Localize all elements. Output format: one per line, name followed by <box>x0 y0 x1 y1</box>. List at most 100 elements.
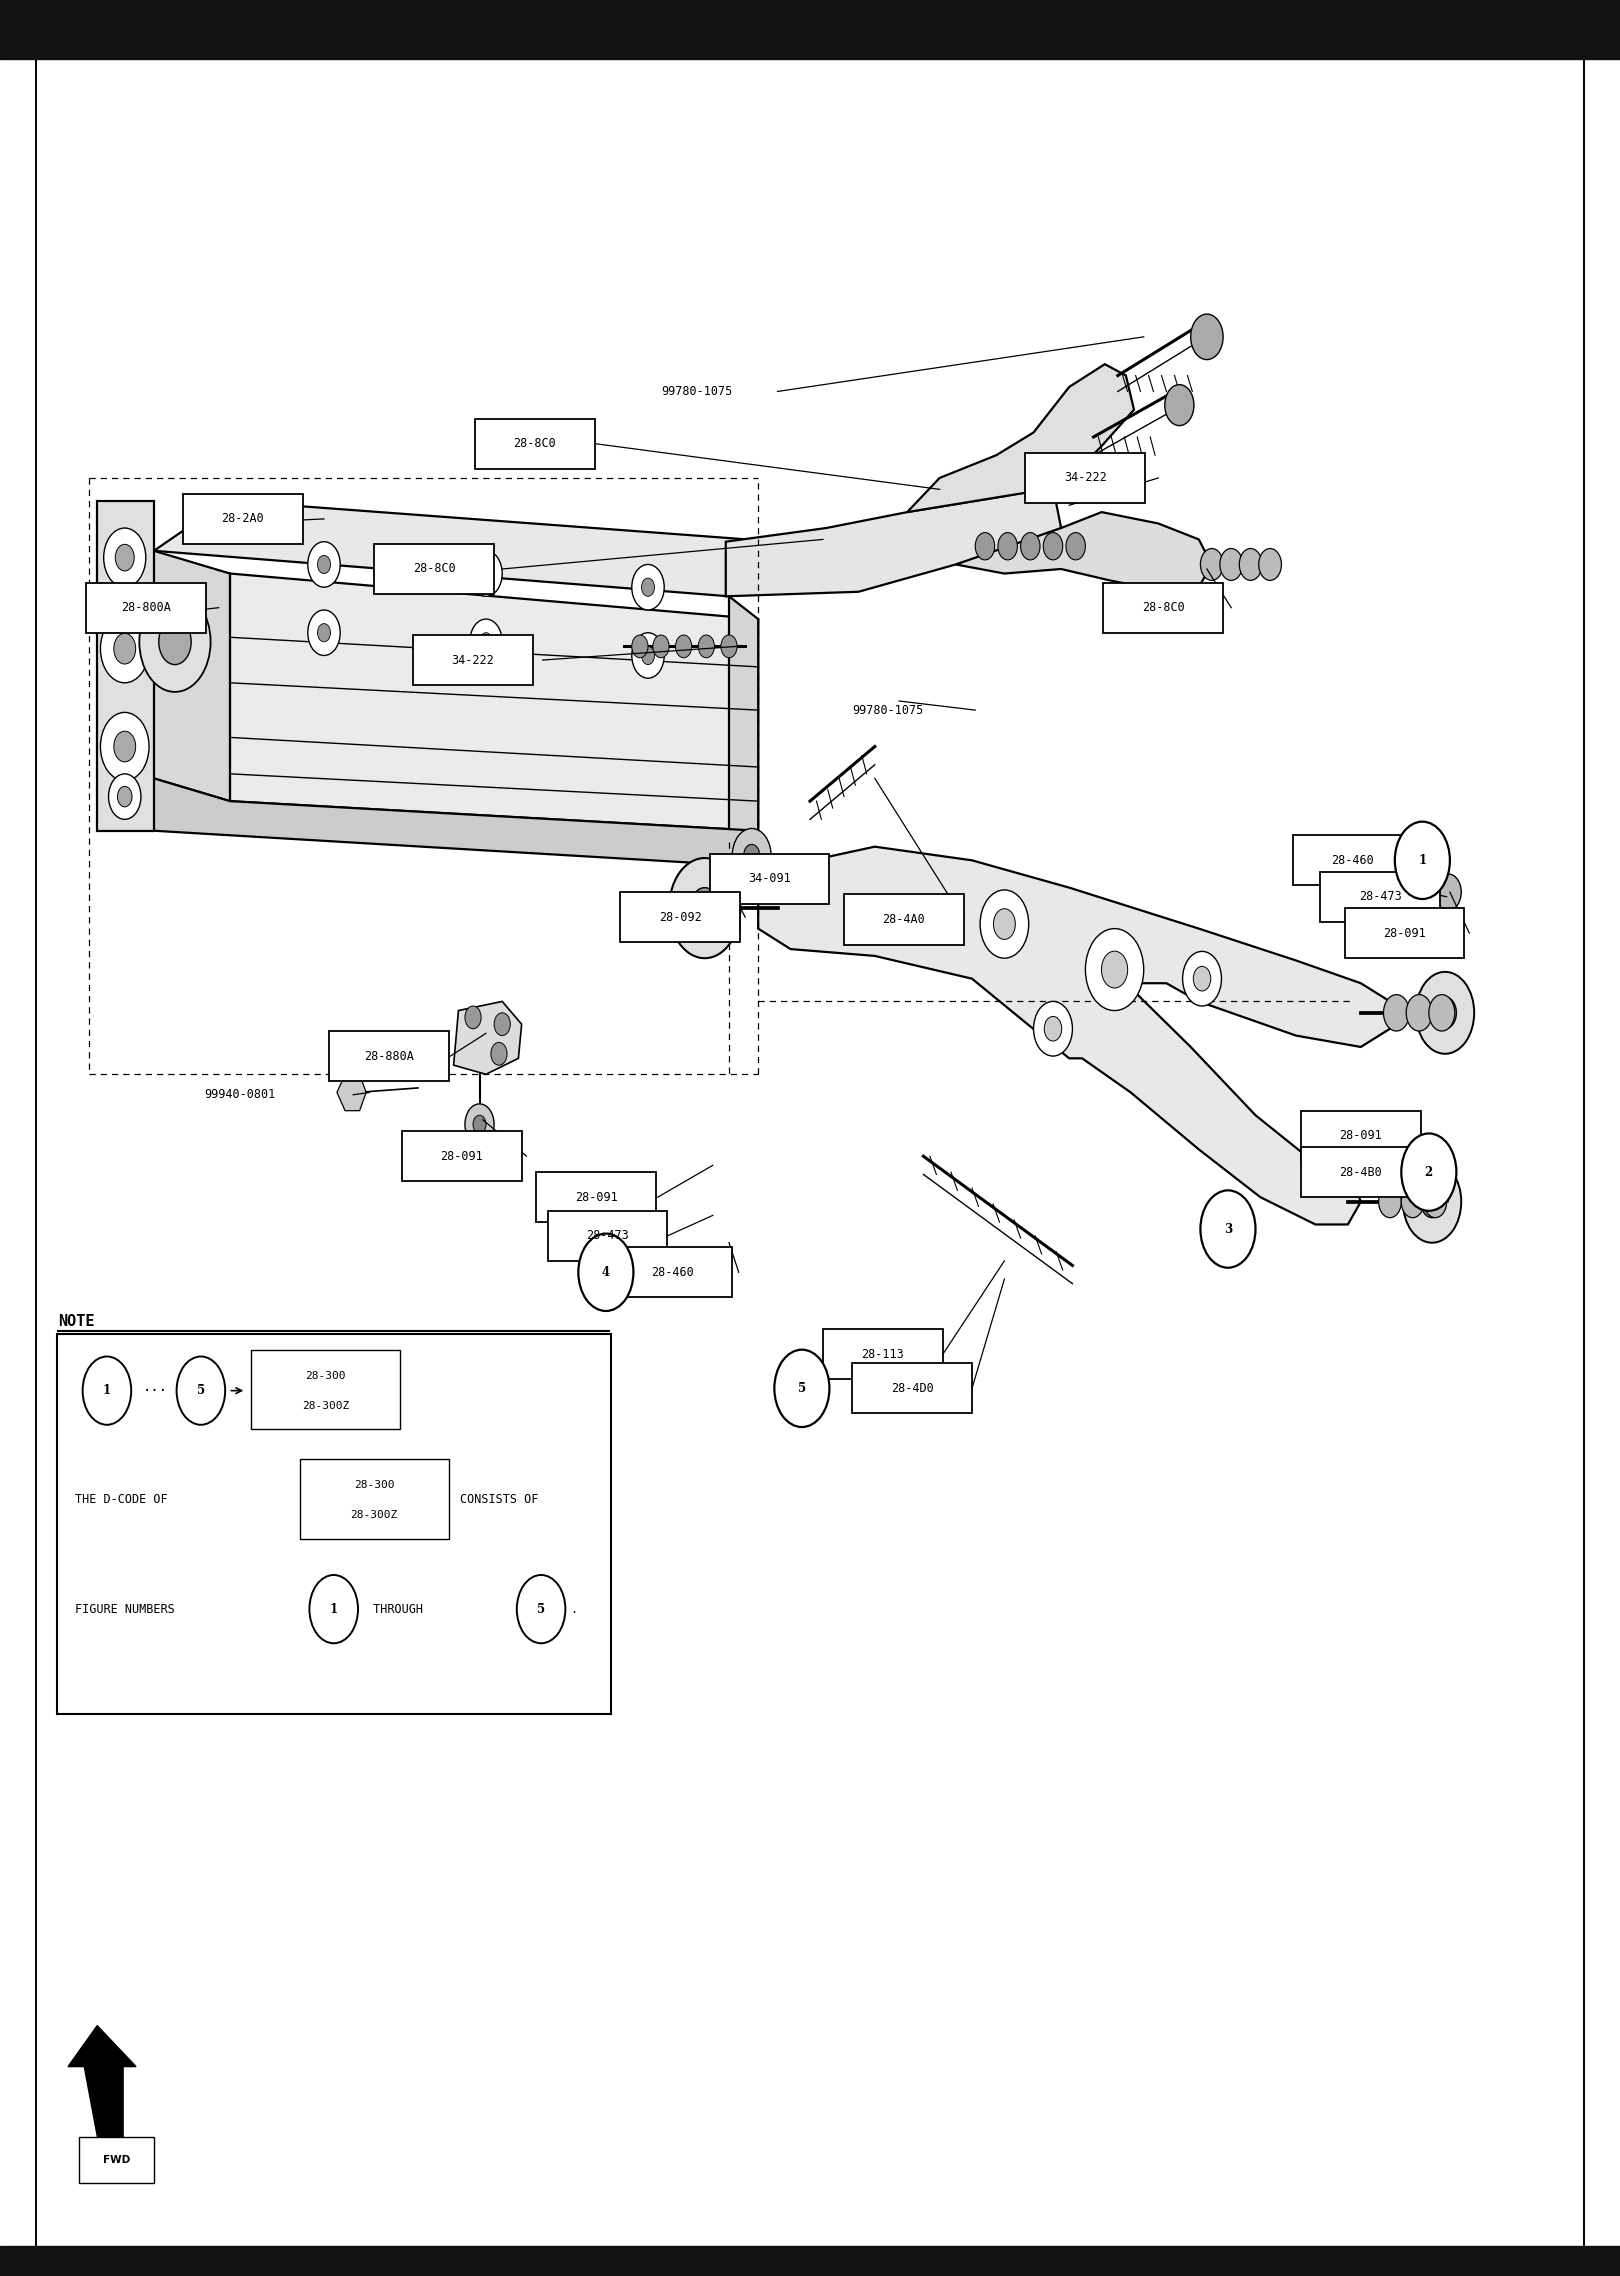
Circle shape <box>470 551 502 596</box>
Circle shape <box>104 528 146 587</box>
Text: 5: 5 <box>797 1382 807 1395</box>
Circle shape <box>642 646 654 665</box>
FancyBboxPatch shape <box>86 583 206 633</box>
Text: .: . <box>570 1602 577 1616</box>
Text: 28-4A0: 28-4A0 <box>883 913 925 926</box>
FancyBboxPatch shape <box>536 1172 656 1222</box>
FancyBboxPatch shape <box>183 494 303 544</box>
Circle shape <box>1259 549 1281 580</box>
Text: 28-8C0: 28-8C0 <box>413 562 455 576</box>
Text: THROUGH: THROUGH <box>366 1602 423 1616</box>
Circle shape <box>1435 874 1461 910</box>
Circle shape <box>480 633 492 651</box>
Polygon shape <box>454 1001 522 1074</box>
Circle shape <box>632 564 664 610</box>
FancyBboxPatch shape <box>79 2137 154 2183</box>
Circle shape <box>975 533 995 560</box>
Circle shape <box>1424 1186 1447 1218</box>
Text: 99780-1075: 99780-1075 <box>852 703 923 717</box>
Circle shape <box>1429 995 1455 1031</box>
Circle shape <box>718 910 740 942</box>
Circle shape <box>308 542 340 587</box>
Text: 28-091: 28-091 <box>575 1190 617 1204</box>
Circle shape <box>1403 1161 1461 1243</box>
Text: 28-300: 28-300 <box>305 1370 347 1382</box>
Circle shape <box>113 731 136 762</box>
FancyBboxPatch shape <box>1345 908 1464 958</box>
Text: 1: 1 <box>102 1384 112 1397</box>
Circle shape <box>1165 385 1194 426</box>
FancyBboxPatch shape <box>612 1247 732 1297</box>
Polygon shape <box>337 1074 366 1111</box>
Text: 34-222: 34-222 <box>452 653 494 667</box>
FancyBboxPatch shape <box>251 1350 400 1429</box>
Text: 28-8C0: 28-8C0 <box>514 437 556 451</box>
FancyBboxPatch shape <box>1301 1147 1421 1197</box>
Circle shape <box>732 828 771 883</box>
Polygon shape <box>758 847 1390 1224</box>
Circle shape <box>1194 967 1210 990</box>
Circle shape <box>669 858 740 958</box>
FancyBboxPatch shape <box>1301 1111 1421 1161</box>
FancyBboxPatch shape <box>402 1131 522 1181</box>
Polygon shape <box>68 2026 136 2153</box>
Circle shape <box>494 1013 510 1036</box>
Text: 28-300: 28-300 <box>353 1479 394 1491</box>
FancyBboxPatch shape <box>475 419 595 469</box>
Circle shape <box>318 624 330 642</box>
Text: 3: 3 <box>1223 1222 1233 1236</box>
Circle shape <box>1239 549 1262 580</box>
Circle shape <box>1220 549 1243 580</box>
Circle shape <box>1085 929 1144 1011</box>
Circle shape <box>117 787 133 808</box>
Circle shape <box>100 615 149 683</box>
Circle shape <box>774 1350 829 1427</box>
Text: CONSISTS OF: CONSISTS OF <box>460 1493 538 1507</box>
Circle shape <box>1383 995 1409 1031</box>
Circle shape <box>1066 533 1085 560</box>
Text: 28-473: 28-473 <box>586 1229 629 1243</box>
FancyBboxPatch shape <box>548 1211 667 1261</box>
Circle shape <box>642 578 654 596</box>
Circle shape <box>1191 314 1223 360</box>
Text: 28-4B0: 28-4B0 <box>1340 1165 1382 1179</box>
Text: 28-092: 28-092 <box>659 910 701 924</box>
Circle shape <box>1045 1017 1061 1040</box>
Text: 99940-0801: 99940-0801 <box>204 1088 275 1102</box>
Text: 28-473: 28-473 <box>1359 890 1401 904</box>
Text: 5: 5 <box>536 1602 546 1616</box>
Text: 2: 2 <box>1424 1165 1434 1179</box>
Bar <box>0 0 1620 59</box>
Circle shape <box>1409 865 1442 910</box>
Polygon shape <box>729 596 758 865</box>
Circle shape <box>517 1575 565 1643</box>
Circle shape <box>1421 1186 1443 1218</box>
Circle shape <box>473 1115 486 1133</box>
Circle shape <box>1183 951 1221 1006</box>
FancyBboxPatch shape <box>1320 872 1440 922</box>
FancyBboxPatch shape <box>844 894 964 945</box>
Circle shape <box>177 1356 225 1425</box>
Text: 34-091: 34-091 <box>748 872 791 885</box>
Circle shape <box>83 1356 131 1425</box>
FancyBboxPatch shape <box>413 635 533 685</box>
Polygon shape <box>726 487 1061 596</box>
Circle shape <box>1200 549 1223 580</box>
Circle shape <box>1401 1186 1424 1218</box>
Circle shape <box>1434 997 1456 1029</box>
Circle shape <box>993 908 1016 940</box>
Text: 1: 1 <box>1418 854 1427 867</box>
Circle shape <box>465 1104 494 1145</box>
Circle shape <box>578 1234 633 1311</box>
Circle shape <box>1021 533 1040 560</box>
FancyBboxPatch shape <box>823 1329 943 1379</box>
Text: 34-222: 34-222 <box>1064 471 1106 485</box>
FancyBboxPatch shape <box>1103 583 1223 633</box>
Text: FIGURE NUMBERS: FIGURE NUMBERS <box>75 1602 175 1616</box>
Circle shape <box>744 844 760 867</box>
Circle shape <box>980 890 1029 958</box>
Circle shape <box>480 564 492 583</box>
Circle shape <box>632 635 648 658</box>
Text: 28-300Z: 28-300Z <box>301 1402 350 1411</box>
Text: 28-880A: 28-880A <box>364 1049 413 1063</box>
